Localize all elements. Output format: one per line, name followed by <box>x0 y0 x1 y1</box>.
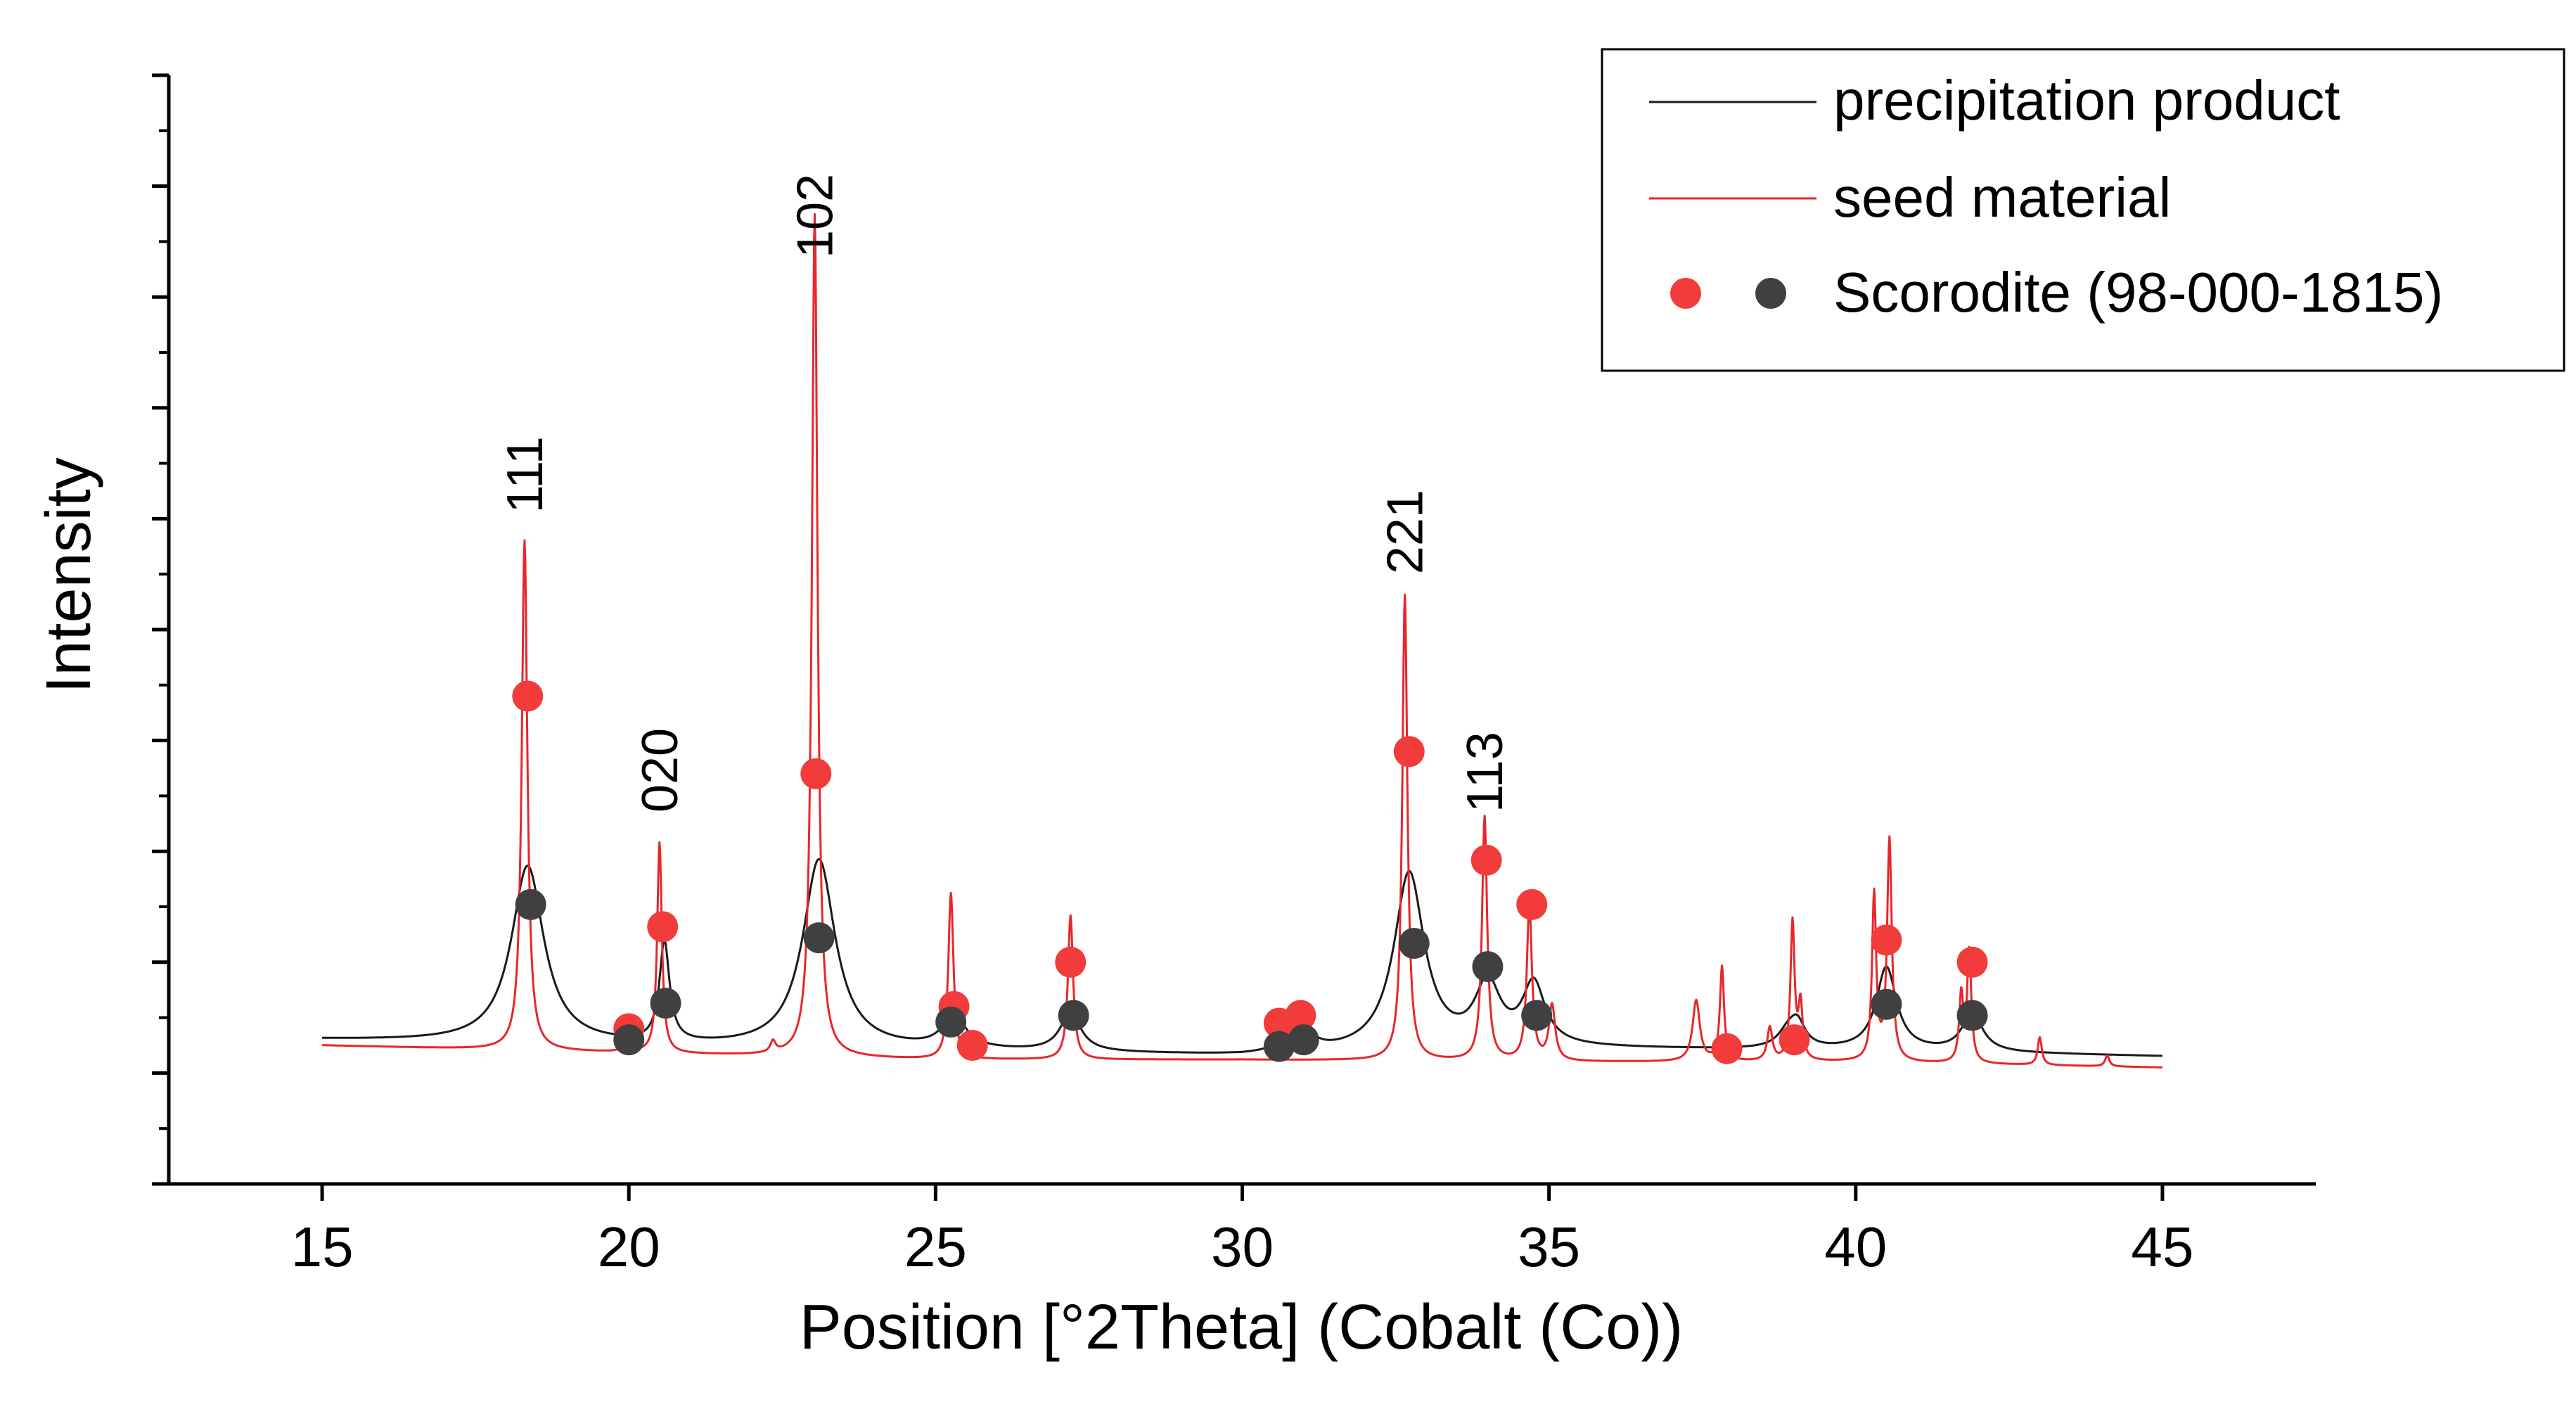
scorodite-marker-gray <box>515 888 546 920</box>
legend-label-scorodite: Scorodite (98-000-1815) <box>1833 261 2443 324</box>
peak-label-111: 111 <box>497 436 553 513</box>
scorodite-marker-red <box>1871 924 1902 956</box>
x-tick-label: 30 <box>1211 1216 1274 1278</box>
x-tick-label: 25 <box>904 1216 967 1278</box>
annotations-layer: 111 020 102 221 113 <box>497 174 1513 812</box>
x-ticks: 15 20 25 30 35 40 45 <box>291 1184 2193 1278</box>
scorodite-marker-gray <box>1263 1031 1295 1062</box>
scorodite-marker-red <box>1956 946 1988 978</box>
y-axis-title: Intensity <box>34 457 104 693</box>
peak-label-102: 102 <box>788 174 844 258</box>
scorodite-marker-gray <box>1871 988 1902 1020</box>
scorodite-marker-gray <box>935 1006 967 1038</box>
legend-label-seed-material: seed material <box>1833 166 2171 229</box>
x-tick-label: 40 <box>1824 1216 1887 1278</box>
scorodite-marker-red <box>1470 844 1502 876</box>
scorodite-marker-gray <box>1398 928 1430 960</box>
x-axis-title: Position [°2Theta] (Cobalt (Co)) <box>800 1292 1683 1363</box>
scorodite-marker-gray <box>1058 1000 1089 1031</box>
peak-label-221: 221 <box>1378 490 1434 574</box>
x-tick-label: 15 <box>291 1216 354 1278</box>
legend-marker-gray <box>1755 278 1786 309</box>
scorodite-marker-red <box>800 758 832 789</box>
markers-layer <box>512 680 1988 1064</box>
scorodite-marker-gray <box>1288 1024 1319 1056</box>
scorodite-marker-gray <box>1521 1000 1553 1031</box>
x-tick-label: 20 <box>598 1216 660 1278</box>
legend: precipitation product seed material Scor… <box>1601 48 2565 372</box>
legend-label-precipitation-product: precipitation product <box>1833 69 2340 132</box>
scorodite-marker-red <box>1285 1000 1316 1031</box>
scorodite-marker-gray <box>613 1024 645 1056</box>
scorodite-marker-red <box>956 1030 988 1061</box>
scorodite-marker-red <box>647 911 679 943</box>
x-tick-label: 35 <box>1518 1216 1580 1278</box>
peak-label-020: 020 <box>632 728 688 812</box>
peak-label-113: 113 <box>1457 732 1513 812</box>
scorodite-marker-gray <box>803 922 835 954</box>
legend-marker-red <box>1670 278 1701 309</box>
axes: 15 20 25 30 35 40 45 <box>152 73 2316 1278</box>
scorodite-marker-red <box>512 680 544 712</box>
scorodite-marker-red <box>1711 1033 1743 1064</box>
scorodite-marker-gray <box>1472 951 1504 983</box>
scorodite-marker-red <box>1055 946 1087 978</box>
scorodite-marker-gray <box>650 988 681 1019</box>
y-ticks <box>152 73 169 1186</box>
x-tick-label: 45 <box>2131 1216 2193 1278</box>
scorodite-marker-red <box>1516 888 1548 920</box>
scorodite-marker-gray <box>1956 1000 1988 1031</box>
scorodite-marker-red <box>1779 1024 1810 1056</box>
scorodite-marker-red <box>1393 736 1425 767</box>
